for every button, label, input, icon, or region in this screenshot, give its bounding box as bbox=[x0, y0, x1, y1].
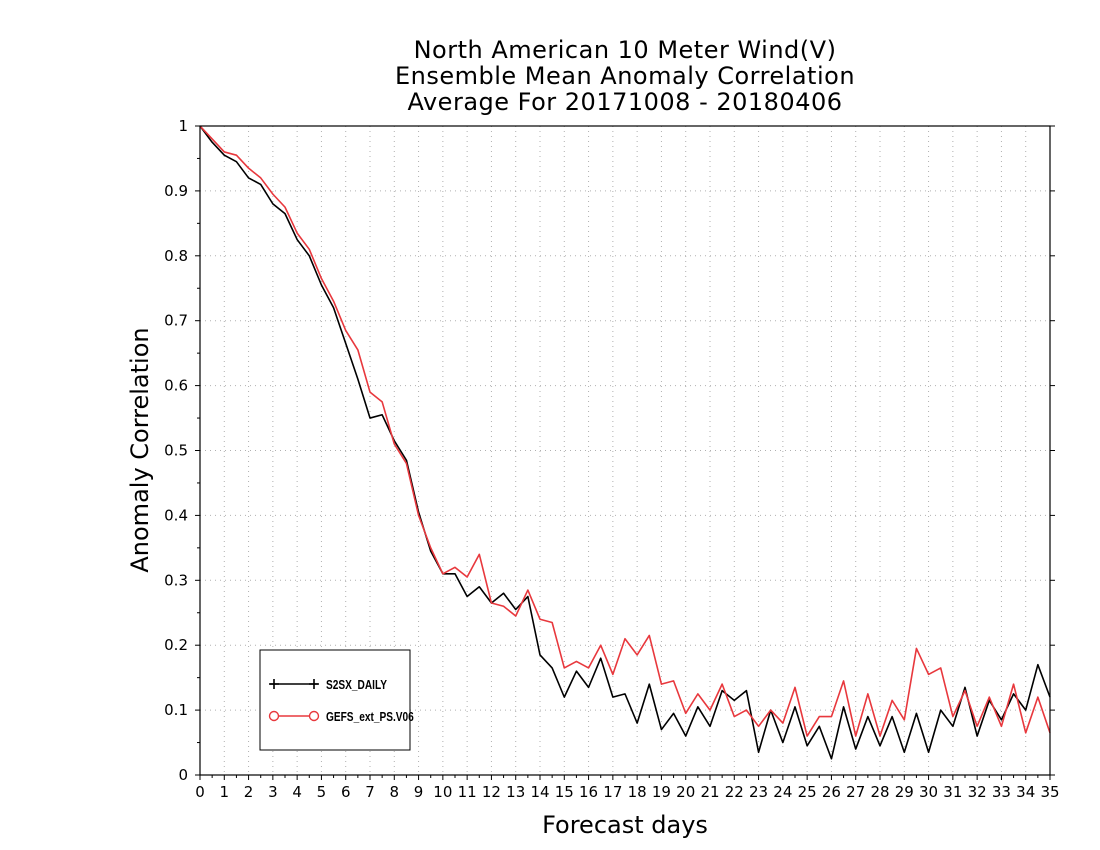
x-tick-label: 12 bbox=[482, 783, 501, 801]
y-tick-label: 0.4 bbox=[164, 506, 188, 524]
y-tick-label: 0 bbox=[178, 766, 188, 784]
x-tick-label: 24 bbox=[773, 783, 792, 801]
x-tick-label: 3 bbox=[268, 783, 278, 801]
legend-marker-plus bbox=[309, 679, 319, 689]
y-tick-label: 0.2 bbox=[164, 636, 188, 654]
x-tick-label: 14 bbox=[530, 783, 549, 801]
x-tick-label: 0 bbox=[195, 783, 205, 801]
x-tick-label: 23 bbox=[749, 783, 768, 801]
x-tick-label: 20 bbox=[676, 783, 695, 801]
x-tick-label: 5 bbox=[317, 783, 327, 801]
legend-box bbox=[259, 649, 411, 751]
x-tick-label: 13 bbox=[506, 783, 525, 801]
chart-title-line-2: Ensemble Mean Anomaly Correlation bbox=[394, 62, 856, 90]
x-tick-label: 26 bbox=[822, 783, 841, 801]
x-tick-label: 2 bbox=[244, 783, 254, 801]
legend-label-1: GEFS_ext_PS.V06 bbox=[326, 710, 414, 724]
x-tick-label: 11 bbox=[458, 783, 477, 801]
tick-labels: 0 1 2 3 4 5 6 7 8 9 10 11 12 13 14 15 16 17 18 19 20 21 22 23 24… bbox=[164, 117, 1059, 801]
x-tick-label: 7 bbox=[365, 783, 375, 801]
y-tick-label: 0.3 bbox=[164, 571, 188, 589]
legend-label-0: S2SX_DAILY bbox=[326, 678, 387, 692]
y-tick-label: 0.9 bbox=[164, 182, 188, 200]
x-tick-label: 6 bbox=[341, 783, 351, 801]
y-tick-label: 0.1 bbox=[164, 701, 188, 719]
y-tick-label: 1 bbox=[178, 117, 188, 135]
x-tick-label: 27 bbox=[846, 783, 865, 801]
x-tick-label: 17 bbox=[603, 783, 622, 801]
x-tick-label: 22 bbox=[725, 783, 744, 801]
y-axis-label: Anomaly Correlation bbox=[126, 327, 154, 572]
x-tick-label: 35 bbox=[1040, 783, 1059, 801]
x-tick-label: 16 bbox=[579, 783, 598, 801]
y-tick-label: 0.6 bbox=[164, 377, 188, 395]
x-tick-label: 15 bbox=[555, 783, 574, 801]
x-tick-label: 33 bbox=[992, 783, 1011, 801]
x-tick-label: 34 bbox=[1016, 783, 1035, 801]
x-tick-label: 30 bbox=[919, 783, 938, 801]
y-tick-label: 0.5 bbox=[164, 442, 188, 460]
legend: S2SX_DAILY GEFS_ext_PS.V06 bbox=[259, 649, 414, 751]
y-tick-label: 0.8 bbox=[164, 247, 188, 265]
x-tick-label: 28 bbox=[870, 783, 889, 801]
x-tick-label: 10 bbox=[433, 783, 452, 801]
x-tick-label: 1 bbox=[220, 783, 230, 801]
series-line-0 bbox=[199, 125, 1051, 760]
x-tick-label: 21 bbox=[700, 783, 719, 801]
x-tick-label: 29 bbox=[895, 783, 914, 801]
x-tick-label: 32 bbox=[968, 783, 987, 801]
x-tick-label: 19 bbox=[652, 783, 671, 801]
chart-title-line-1: North American 10 Meter Wind(V) bbox=[413, 36, 837, 64]
x-tick-label: 18 bbox=[628, 783, 647, 801]
legend-marker-plus bbox=[269, 679, 279, 689]
x-tick-label: 25 bbox=[798, 783, 817, 801]
x-axis-label: Forecast days bbox=[542, 811, 708, 839]
x-tick-label: 31 bbox=[943, 783, 962, 801]
series-line-1 bbox=[199, 125, 1051, 737]
legend-marker-circle bbox=[268, 710, 280, 722]
x-tick-label: 4 bbox=[292, 783, 302, 801]
x-tick-label: 8 bbox=[390, 783, 400, 801]
legend-marker-circle bbox=[308, 710, 320, 722]
chart-title-line-3: Average For 20171008 - 20180406 bbox=[407, 88, 843, 116]
series-group bbox=[199, 125, 1051, 760]
x-tick-label: 9 bbox=[414, 783, 424, 801]
plot-frame bbox=[199, 125, 1051, 776]
y-tick-label: 0.7 bbox=[164, 312, 188, 330]
